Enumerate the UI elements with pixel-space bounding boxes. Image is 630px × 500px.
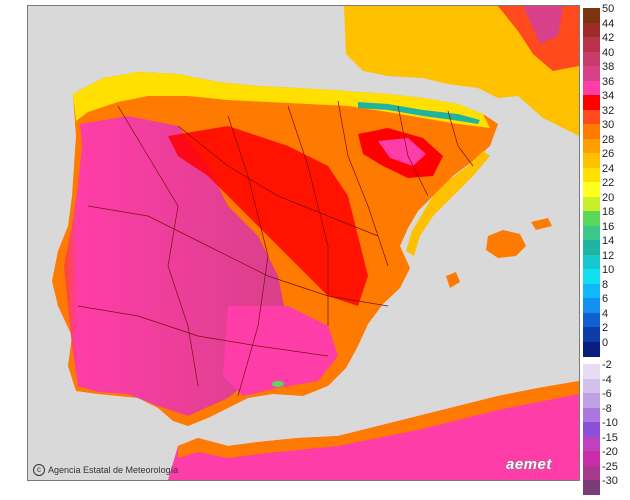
legend-label: 8: [602, 278, 609, 291]
southern-interior: [223, 306, 338, 396]
legend-swatch: [583, 451, 600, 466]
legend-swatch: [583, 153, 600, 168]
legend-swatch: [583, 167, 600, 183]
france-land: [344, 6, 579, 136]
legend-label: -8: [602, 402, 612, 415]
legend-swatch: [583, 182, 600, 197]
legend-swatch: [583, 95, 600, 110]
legend-label: 4: [602, 307, 609, 320]
legend-swatch: [583, 211, 600, 226]
legend-swatch: [583, 124, 600, 139]
france-hottest-area: [523, 6, 563, 44]
legend-label: 34: [602, 90, 615, 102]
legend-swatch: [583, 51, 600, 67]
legend-label: 22: [602, 177, 615, 189]
legend-label: 2: [602, 322, 609, 334]
legend-label: 32: [602, 104, 615, 117]
brand-logo: aemet: [506, 456, 552, 473]
legend-label: 24: [602, 162, 615, 175]
legend-label: -30: [602, 475, 618, 487]
legend-label: 10: [602, 264, 615, 276]
credit-text: Agencia Estatal de Meteorología: [48, 465, 179, 475]
legend-label: 28: [602, 133, 615, 146]
legend-swatch: [583, 364, 600, 379]
legend-swatch: [583, 225, 600, 241]
pyrenees-band: [358, 102, 480, 124]
legend-label: 30: [602, 119, 615, 131]
province-borders: [77, 100, 474, 397]
legend-label: 12: [602, 249, 615, 262]
copyright-icon: c: [33, 464, 45, 476]
temperature-map: c Agencia Estatal de Meteorología aemet: [27, 5, 580, 481]
legend-swatch: [583, 66, 600, 81]
legend-label: 6: [602, 293, 609, 305]
legend-label: 14: [602, 235, 615, 247]
legend-label: 44: [602, 17, 615, 30]
legend-label: -6: [602, 388, 612, 400]
legend-swatch: [583, 422, 600, 437]
legend-label: 42: [602, 32, 615, 44]
legend-label: -25: [602, 460, 618, 473]
legend-label: 26: [602, 148, 615, 160]
legend-label: 16: [602, 220, 615, 233]
legend-swatch: [583, 480, 600, 495]
legend-label: 0: [602, 336, 609, 349]
legend-swatch: [583, 407, 600, 423]
legend-swatch: [583, 109, 600, 125]
legend-swatch: [583, 22, 600, 38]
legend-swatch: [583, 436, 600, 452]
legend-swatch: [583, 341, 600, 357]
legend-swatch: [583, 196, 600, 212]
legend-swatch: [583, 327, 600, 342]
legend-swatch: [583, 378, 600, 394]
north-coast-band: [73, 72, 490, 128]
legend-label: 40: [602, 46, 615, 59]
legend-swatch: [583, 80, 600, 96]
legend-label: -15: [602, 431, 618, 444]
mallorca: [486, 230, 526, 258]
legend-swatch: [583, 298, 600, 313]
legend-label: -2: [602, 359, 612, 371]
central-hot-band: [168, 126, 368, 306]
legend-label: 38: [602, 61, 615, 73]
legend-swatch: [583, 312, 600, 328]
legend-label: 20: [602, 191, 615, 204]
legend-swatch: [583, 465, 600, 481]
menorca: [531, 218, 552, 230]
map-graphic: [52, 6, 579, 480]
ebro-valley-core: [378, 138, 426, 166]
legend-swatch: [583, 138, 600, 154]
color-legend: 50 44 42 40 38 36 34 32 30 28 26 24 22 20 18 16 14 12 10 8 6…: [583, 3, 629, 495]
legend-label: -10: [602, 417, 618, 429]
credit-line: c Agencia Estatal de Meteorología: [33, 464, 178, 476]
legend-label: -20: [602, 446, 618, 458]
legend-swatch: [583, 269, 600, 284]
legend-label: 36: [602, 75, 615, 88]
legend-label: 18: [602, 206, 615, 218]
legend-swatch: [583, 393, 600, 408]
legend-label: -4: [602, 373, 612, 386]
legend-swatch: [583, 37, 600, 52]
gibraltar-cool-spot: [272, 381, 284, 387]
ibiza: [446, 272, 460, 288]
legend-swatch: [583, 8, 600, 23]
legend-label: 50: [602, 3, 615, 15]
east-coast-band: [406, 151, 490, 256]
north-africa-coast: [178, 381, 579, 458]
legend-swatch: [583, 254, 600, 270]
legend-swatch: [583, 240, 600, 255]
legend-swatch: [583, 283, 600, 299]
